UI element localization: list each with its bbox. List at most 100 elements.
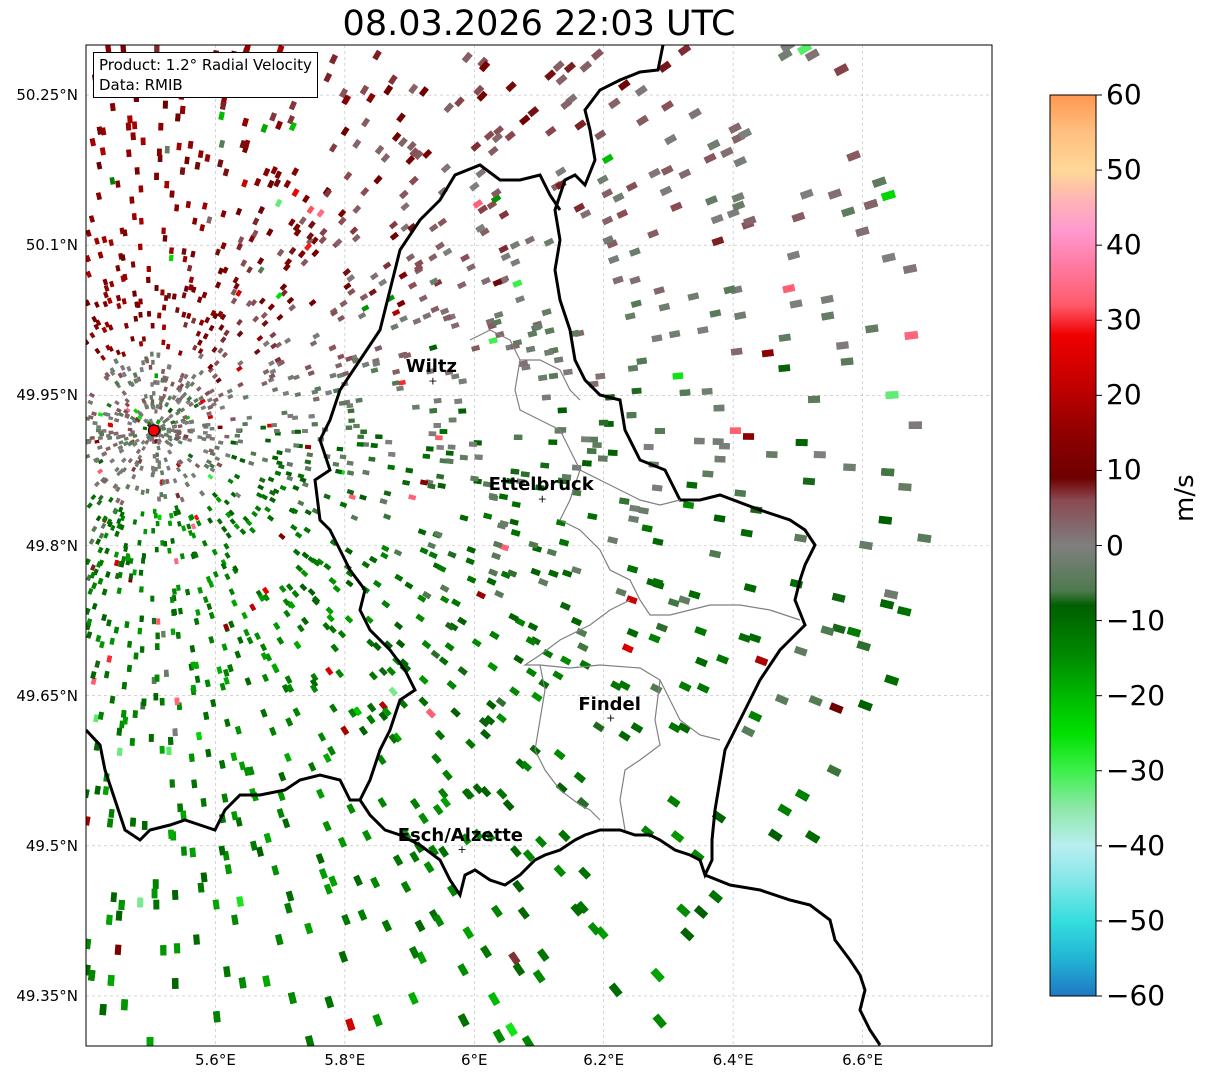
velocity-bin [118, 899, 125, 910]
velocity-bin [160, 368, 166, 375]
velocity-bin [172, 477, 178, 484]
velocity-bin [460, 253, 470, 263]
velocity-bin [615, 587, 627, 597]
velocity-bin [292, 707, 301, 717]
velocity-bin [187, 264, 193, 272]
velocity-bin [738, 127, 752, 140]
velocity-bin [198, 319, 205, 326]
velocity-bin [140, 439, 146, 445]
velocity-bin [193, 934, 201, 945]
velocity-bin [360, 187, 370, 197]
velocity-bin [399, 658, 409, 668]
velocity-bin [183, 434, 189, 439]
velocity-bin [96, 499, 103, 506]
velocity-bin [107, 521, 113, 528]
velocity-bin [179, 553, 185, 560]
velocity-bin [112, 442, 119, 448]
velocity-bin [318, 235, 327, 245]
velocity-bin [199, 490, 206, 497]
velocity-bin [215, 496, 222, 503]
velocity-bin [372, 1013, 383, 1027]
velocity-bin [686, 481, 698, 489]
velocity-bin [602, 235, 614, 245]
velocity-bin [660, 164, 674, 176]
velocity-bin [479, 227, 490, 237]
velocity-bin [427, 541, 437, 550]
lat-tick-label: 50.1°N [25, 236, 78, 255]
velocity-bin [327, 745, 336, 756]
velocity-bin [161, 630, 166, 638]
velocity-bin [175, 492, 181, 499]
velocity-bin [209, 466, 216, 473]
velocity-bin [205, 459, 212, 465]
velocity-bin [846, 150, 862, 162]
velocity-bin [495, 697, 507, 708]
velocity-bin [205, 434, 211, 439]
velocity-bin [140, 511, 145, 517]
velocity-bin [109, 280, 115, 288]
velocity-bin [532, 969, 546, 984]
velocity-bin [162, 100, 169, 109]
velocity-bin [445, 458, 454, 464]
velocity-bin [302, 194, 310, 204]
velocity-bin [189, 645, 196, 653]
velocity-bin [392, 732, 402, 743]
velocity-bin [309, 340, 318, 347]
velocity-bin [337, 836, 347, 848]
velocity-bin [224, 552, 231, 559]
velocity-bin [597, 455, 608, 462]
colorbar-tick-label: 60 [1106, 78, 1142, 111]
velocity-bin [399, 315, 408, 323]
velocity-bin [508, 612, 519, 622]
velocity-bin [286, 475, 294, 482]
city-label: Findel [578, 693, 641, 715]
velocity-bin [281, 410, 288, 416]
velocity-bin [734, 489, 747, 498]
velocity-bin [799, 188, 814, 200]
velocity-bin [101, 588, 108, 596]
velocity-bin [359, 84, 370, 96]
velocity-bin [232, 276, 239, 284]
velocity-bin [134, 485, 140, 491]
velocity-bin [307, 220, 316, 229]
velocity-bin [188, 276, 194, 284]
velocity-bin [99, 147, 106, 156]
velocity-bin [204, 316, 211, 324]
velocity-bin [235, 207, 243, 216]
velocity-bin [881, 252, 896, 263]
velocity-bin [201, 202, 208, 210]
velocity-bin [234, 492, 242, 499]
colorbar-tick-label: 10 [1106, 453, 1142, 487]
velocity-bin [396, 385, 404, 392]
velocity-bin [393, 549, 403, 557]
velocity-bin [94, 347, 101, 355]
velocity-bin [198, 369, 205, 376]
velocity-bin [267, 377, 275, 383]
velocity-bin [628, 515, 639, 523]
velocity-bin [328, 143, 338, 153]
velocity-bin [132, 290, 137, 297]
city-label: Wiltz [405, 356, 457, 378]
velocity-bin [163, 493, 168, 500]
velocity-bin [139, 646, 145, 653]
velocity-bin [274, 470, 282, 476]
velocity-bin [386, 666, 396, 676]
velocity-bin [129, 737, 136, 746]
velocity-bin [108, 496, 114, 503]
velocity-bin [179, 496, 185, 503]
velocity-bin [398, 271, 408, 280]
velocity-bin [369, 555, 378, 564]
velocity-bin [164, 439, 170, 445]
velocity-bin [231, 914, 239, 926]
velocity-bin [261, 380, 268, 387]
velocity-bin [121, 556, 127, 563]
velocity-bin [518, 360, 529, 367]
velocity-bin [702, 470, 714, 478]
velocity-bin [883, 589, 899, 600]
velocity-bin [392, 854, 404, 867]
data-source-label: Data: RMIB [99, 76, 183, 94]
velocity-bin [312, 559, 321, 567]
velocity-bin [383, 640, 393, 650]
velocity-bin [200, 405, 207, 411]
velocity-bin [114, 944, 122, 956]
